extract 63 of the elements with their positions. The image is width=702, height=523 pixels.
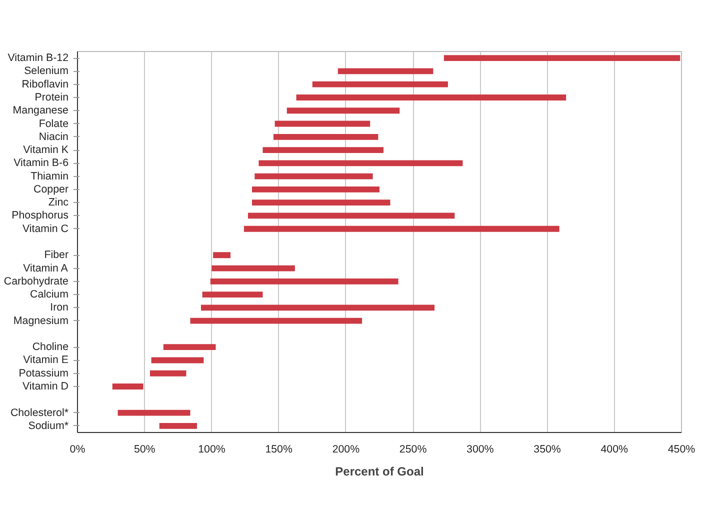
x-tick-label: 100% — [198, 444, 226, 456]
bar — [190, 318, 362, 324]
x-tick-label: 400% — [600, 444, 629, 456]
y-tick-label: Selenium — [24, 65, 69, 78]
bar — [150, 370, 186, 376]
y-tick-label: Sodium* — [28, 420, 69, 432]
y-tick-label: Copper — [34, 183, 69, 196]
bar — [163, 344, 216, 350]
y-tick-label: Niacin — [38, 130, 69, 143]
y-tick-label: Thiamin — [30, 170, 69, 182]
y-tick-label: Cholesterol* — [10, 406, 69, 419]
x-tick-label: 450% — [668, 444, 696, 456]
y-tick-label: Zinc — [48, 196, 70, 209]
y-tick-label: Phosphorus — [12, 210, 69, 222]
y-tick-label: Vitamin C — [22, 222, 69, 235]
bar — [200, 304, 435, 311]
y-tick-label: Riboflavin — [22, 78, 69, 90]
bar — [296, 94, 566, 100]
y-tick-label: Vitamin D — [22, 380, 69, 393]
y-tick-label: Folate — [38, 118, 69, 130]
bar — [258, 160, 463, 166]
y-tick-label: Magnesium — [13, 314, 69, 327]
y-tick-label: Choline — [32, 341, 69, 354]
y-tick-label: Vitamin B-12 — [8, 52, 69, 64]
bar — [254, 173, 373, 180]
bar — [274, 120, 370, 127]
y-tick-label: Fiber — [44, 249, 69, 262]
y-tick-label: Carbohydrate — [4, 275, 69, 288]
y-tick-label: Vitamin E — [23, 354, 69, 366]
bar — [159, 422, 197, 429]
y-tick-label: Potassium — [18, 367, 69, 380]
x-tick-label: 200% — [332, 444, 360, 456]
y-tick-label: Protein — [34, 91, 69, 104]
bar — [338, 68, 434, 74]
x-tick-label: 250% — [399, 444, 428, 456]
y-tick-label: Manganese — [12, 104, 69, 117]
bar — [252, 200, 390, 206]
bar — [202, 292, 263, 298]
bar — [252, 186, 380, 192]
bar — [212, 265, 295, 272]
bar — [210, 278, 398, 284]
x-tick-label: 350% — [534, 444, 562, 456]
x-tick-label: 0% — [70, 444, 86, 456]
y-tick-label: Vitamin A — [23, 262, 69, 274]
bar — [118, 410, 190, 416]
bar — [444, 55, 680, 62]
bar — [244, 226, 560, 232]
bar — [262, 147, 384, 153]
y-tick-label: Calcium — [30, 288, 69, 301]
bar — [151, 357, 204, 364]
x-tick-label: 50% — [134, 444, 156, 456]
x-tick-label: 150% — [265, 444, 293, 456]
bar — [112, 384, 144, 390]
bar — [312, 81, 448, 88]
bar — [213, 252, 231, 258]
x-axis-title: Percent of Goal — [335, 464, 424, 478]
x-tick-label: 300% — [466, 444, 494, 456]
bar — [286, 108, 400, 114]
y-tick-label: Vitamin K — [23, 144, 69, 156]
bar — [248, 212, 455, 219]
bar — [273, 134, 378, 140]
y-tick-label: Vitamin B-6 — [14, 157, 69, 170]
y-tick-label: Iron — [50, 302, 69, 314]
